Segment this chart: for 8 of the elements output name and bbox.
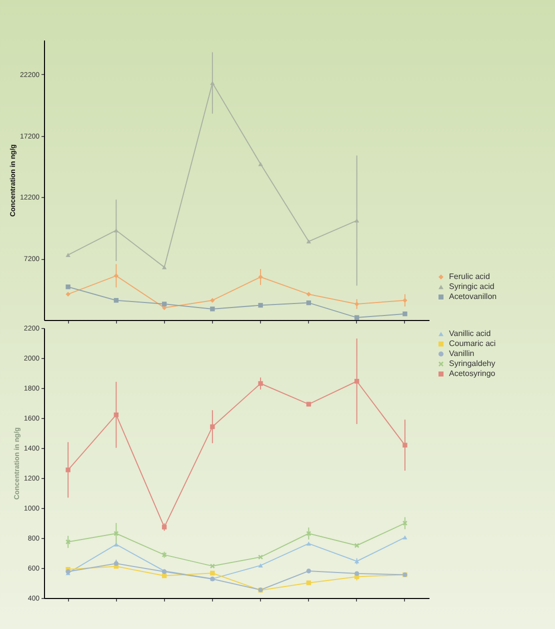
legend-label: Acetovanillon	[449, 292, 497, 301]
legend-label: Syringaldehy	[449, 359, 496, 368]
legend-label: Ferulic acid	[449, 272, 490, 281]
legend-label: Vanillic acid	[449, 329, 491, 338]
legend-label: Acetosyringo	[449, 369, 496, 378]
legend-label: Coumaric aci	[449, 339, 496, 348]
legend-label: Vanillin	[449, 349, 474, 358]
legend-label: Syringic acid	[449, 282, 494, 291]
